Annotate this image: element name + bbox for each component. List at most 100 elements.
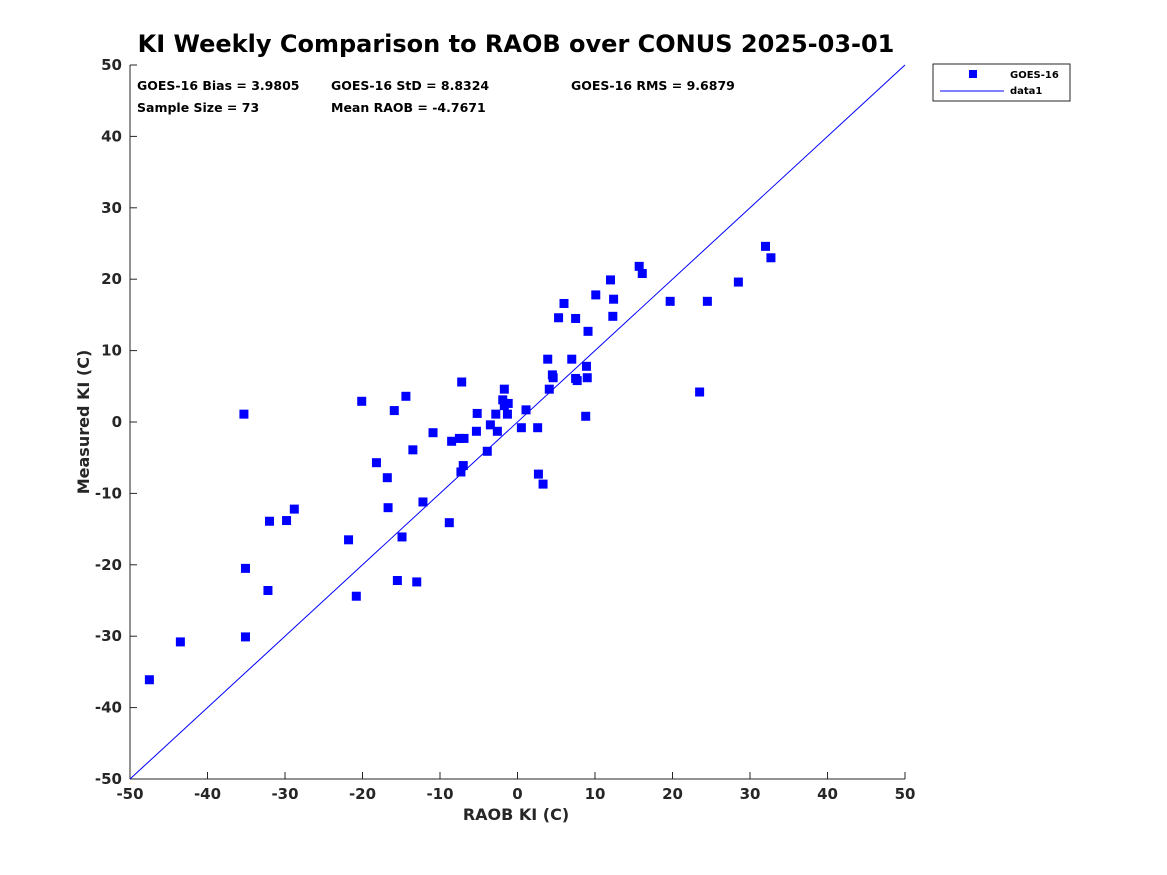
data-point — [761, 241, 770, 251]
x-tick-label: 40 — [817, 785, 838, 803]
data-point — [282, 516, 292, 526]
data-point — [583, 326, 593, 336]
data-point — [766, 253, 776, 263]
data-point — [572, 376, 582, 386]
data-point — [472, 408, 482, 418]
data-point — [571, 313, 581, 323]
stats-annotations: GOES-16 Bias = 3.9805 GOES-16 StD = 8.83… — [137, 78, 735, 115]
data-point — [457, 377, 467, 387]
data-point — [444, 518, 454, 528]
data-point — [516, 423, 526, 433]
x-tick-label: 30 — [740, 785, 761, 803]
legend-label-goes16: GOES-16 — [1010, 70, 1059, 81]
legend-box — [932, 63, 1071, 102]
data-point — [458, 461, 468, 471]
data-point — [581, 361, 591, 371]
data-point — [491, 409, 501, 419]
data-point — [389, 406, 399, 416]
data1-line — [129, 64, 906, 780]
data-point — [591, 290, 601, 300]
data-point — [543, 354, 553, 364]
y-axis-label: Measured KI (C) — [74, 350, 93, 495]
goes16-series — [144, 241, 776, 685]
data-point — [567, 354, 577, 364]
stat-bias: GOES-16 Bias = 3.9805 — [137, 78, 299, 93]
y-tick-label: 50 — [101, 56, 122, 74]
data-point — [695, 387, 705, 397]
x-tick-label: 10 — [585, 785, 606, 803]
data-point — [344, 535, 354, 545]
stat-std: GOES-16 StD = 8.8324 — [331, 78, 489, 93]
data-point — [538, 479, 548, 489]
y-tick-label: -50 — [95, 770, 122, 788]
data-point — [548, 373, 558, 383]
data-point — [533, 423, 543, 433]
data-point — [521, 405, 531, 415]
data-point — [382, 473, 392, 483]
stat-rms: GOES-16 RMS = 9.6879 — [571, 78, 735, 93]
data-point — [581, 411, 591, 421]
data-point — [498, 395, 508, 405]
x-axis-ticks: -50 -40 -30 -20 -10 0 10 20 30 40 50 — [116, 772, 915, 803]
data-point — [554, 313, 564, 323]
data-point — [383, 503, 393, 513]
data-point — [418, 497, 428, 507]
y-tick-label: -10 — [95, 484, 122, 502]
data-point — [454, 433, 464, 443]
data-point — [502, 409, 512, 419]
x-axis-label: RAOB KI (C) — [463, 805, 569, 824]
data-point — [609, 294, 619, 304]
y-tick-label: -20 — [95, 556, 122, 574]
x-tick-label: 20 — [662, 785, 683, 803]
data-point — [456, 467, 466, 477]
data-point — [240, 563, 250, 573]
data-point — [428, 428, 438, 438]
y-tick-label: -30 — [95, 627, 122, 645]
data-point — [544, 384, 554, 394]
legend-label-data1: data1 — [1010, 86, 1042, 97]
data-point — [482, 446, 492, 456]
data-point — [397, 532, 407, 542]
data-point — [357, 396, 367, 406]
data-point — [533, 469, 543, 479]
legend: GOES-16 data1 — [932, 63, 1071, 102]
y-axis-ticks: -50 -40 -30 -20 -10 0 10 20 30 40 50 — [95, 56, 137, 788]
data-point — [401, 391, 411, 401]
y-tick-label: 0 — [112, 413, 122, 431]
stat-mean-raob: Mean RAOB = -4.7671 — [331, 100, 486, 115]
data-point — [351, 591, 361, 601]
y-tick-label: -40 — [95, 699, 122, 717]
data-point — [582, 373, 592, 383]
x-tick-label: -10 — [426, 785, 453, 803]
data-point — [606, 275, 615, 285]
data-point — [499, 384, 509, 394]
x-tick-label: -50 — [116, 785, 143, 803]
x-tick-label: -30 — [271, 785, 298, 803]
data-point — [559, 298, 569, 308]
legend-marker-goes16 — [969, 70, 977, 78]
data-point — [485, 420, 495, 430]
data-point — [371, 458, 381, 468]
x-tick-label: 50 — [895, 785, 916, 803]
data-point — [492, 426, 502, 436]
data-point — [263, 586, 273, 596]
y-tick-label: 10 — [101, 342, 122, 360]
data-point — [240, 632, 250, 642]
data-point — [289, 504, 299, 514]
data-point — [665, 296, 675, 306]
x-tick-label: -40 — [194, 785, 221, 803]
data-point — [637, 268, 647, 278]
data-point — [265, 516, 274, 526]
data-point — [702, 296, 712, 306]
data-point — [634, 261, 644, 271]
y-tick-label: 20 — [101, 270, 122, 288]
x-tick-label: -20 — [349, 785, 376, 803]
data-point — [471, 426, 481, 436]
data-point — [447, 436, 457, 446]
x-tick-label: 0 — [512, 785, 522, 803]
chart-title: KI Weekly Comparison to RAOB over CONUS … — [138, 30, 895, 58]
data-point — [239, 409, 249, 419]
data-point — [503, 398, 513, 408]
data-point — [175, 637, 185, 647]
